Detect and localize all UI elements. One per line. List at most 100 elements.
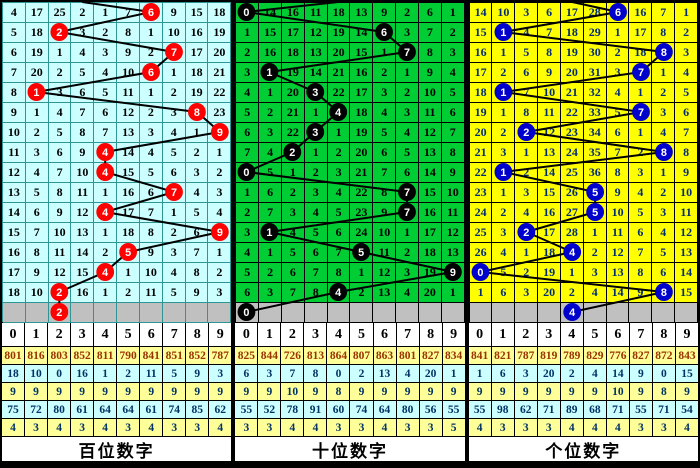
miss-count-grid: 14 16 11 18 13 9 2 6 1 1 15 17 12 19 14 3 7 2 2 16 18 13 20 15 1… xyxy=(235,2,465,323)
grid-cell: 11 xyxy=(538,103,561,123)
grid-cell: 1 xyxy=(208,243,232,263)
grid-cell: 1 xyxy=(259,83,282,103)
pending-row-cell xyxy=(304,303,328,323)
grid-cell: 12 xyxy=(71,203,95,223)
grid-cell: 4 xyxy=(373,103,397,123)
grid-cell: 12 xyxy=(675,223,698,243)
grid-cell: 23 xyxy=(208,103,232,123)
stat-cell-row3: 71 xyxy=(652,401,675,418)
grid-cell: 3 xyxy=(281,203,305,223)
digit-header-cell: 7 xyxy=(396,323,419,346)
grid-cell: 18 xyxy=(185,63,209,83)
grid-cell: 3 xyxy=(606,63,630,83)
grid-cell: 6 xyxy=(281,263,305,283)
stat-cell-row2: 9 xyxy=(537,383,560,400)
grid-cell xyxy=(236,163,260,183)
grid-cell: 19 xyxy=(350,123,374,143)
grid-cell xyxy=(560,243,584,263)
grid-cell: 11 xyxy=(606,223,630,243)
grid-cell: 19 xyxy=(281,63,305,83)
panel-units: 14 10 3 6 17 28 16 7 1 15 4 7 18 29 1 17 8 2 16 1 5 8 19 30 2 18 3… xyxy=(468,2,698,466)
pending-row-cell xyxy=(675,303,698,323)
grid-cell: 4 xyxy=(94,63,118,83)
grid-cell: 2 xyxy=(583,243,607,263)
digit-header-cell: 4 xyxy=(94,323,117,346)
grid-cell: 7 xyxy=(515,83,539,103)
grid-cell: 11 xyxy=(117,83,140,103)
grid-cell: 7 xyxy=(538,23,561,43)
grid-cell xyxy=(629,63,653,83)
grid-cell: 19 xyxy=(327,23,351,43)
grid-cell: 16 xyxy=(117,183,140,203)
grid-cell: 3 xyxy=(208,183,232,203)
grid-cell: 6 xyxy=(327,223,351,243)
grid-cell: 6 xyxy=(304,243,328,263)
grid-cell: 3 xyxy=(652,203,676,223)
grid-cell xyxy=(162,43,186,63)
grid-cell: 6 xyxy=(259,183,282,203)
pending-row-cell xyxy=(629,303,653,323)
stat-cell-row1: 3 xyxy=(209,365,232,382)
grid-cell: 3 xyxy=(208,283,232,303)
grid-cell: 14 xyxy=(3,203,26,223)
digit-header-cell: 6 xyxy=(373,323,396,346)
stat-cell-row4: 3 xyxy=(327,419,350,436)
stat-cell-row2: 9 xyxy=(163,383,186,400)
grid-cell xyxy=(396,43,419,63)
grid-cell: 1 xyxy=(117,263,140,283)
stat-cell-row4: 4 xyxy=(606,419,629,436)
grid-cell: 15 xyxy=(117,163,140,183)
grid-cell: 16 xyxy=(71,283,95,303)
grid-cell: 3 xyxy=(583,263,607,283)
grid-cell: 2 xyxy=(259,263,282,283)
grid-cell xyxy=(259,223,282,243)
grid-cell: 4 xyxy=(327,183,351,203)
grid-cell: 12 xyxy=(117,103,140,123)
grid-cell: 4 xyxy=(304,203,328,223)
grid-cell: 22 xyxy=(560,103,584,123)
grid-cell: 14 xyxy=(350,23,374,43)
grid-cell: 16 xyxy=(3,243,26,263)
grid-cell: 2 xyxy=(350,283,374,303)
panel-title-units: 个位数字 xyxy=(468,437,698,461)
grid-cell: 5 xyxy=(236,103,260,123)
grid-cell: 10 xyxy=(675,183,698,203)
pending-row-cell xyxy=(583,303,607,323)
stat-cell-row3: 74 xyxy=(163,401,186,418)
stat-cell-row1: 2 xyxy=(117,365,140,382)
grid-cell: 8 xyxy=(515,103,539,123)
stat-cell-row1: 20 xyxy=(419,365,442,382)
grid-cell: 5 xyxy=(606,103,630,123)
stat-cell-row2: 9 xyxy=(468,383,491,400)
stat-cell-row3: 64 xyxy=(117,401,140,418)
grid-cell: 9 xyxy=(71,143,95,163)
grid-cell: 18 xyxy=(418,243,442,263)
grid-cell: 8 xyxy=(652,23,676,43)
grid-cell: 7 xyxy=(606,143,630,163)
stat-cell-row1: 3 xyxy=(258,365,281,382)
grid-cell: 3 xyxy=(162,243,186,263)
grid-cell: 6 xyxy=(418,3,442,23)
grid-cell: 5 xyxy=(162,143,186,163)
grid-cell: 15 xyxy=(675,283,698,303)
grid-cell: 2 xyxy=(515,163,539,183)
grid-cell: 7 xyxy=(236,143,260,163)
trend-grid-hundreds: 4 17 25 2 1 7 9 15 18 5 18 3 2 8 1 10 16 19 6 19 1 4 3 9 2 17 20 7 2… xyxy=(2,2,232,323)
grid-cell xyxy=(236,3,260,23)
grid-cell: 19 xyxy=(208,23,232,43)
grid-cell: 9 xyxy=(162,3,186,23)
grid-cell: 5 xyxy=(185,203,209,223)
stat-cell-row1: 8 xyxy=(304,365,327,382)
stat-cell-row4: 4 xyxy=(560,419,583,436)
stat-cell-row4: 3 xyxy=(258,419,281,436)
grid-cell xyxy=(515,123,539,143)
trend-grid-tens: 14 16 11 18 13 9 2 6 1 1 15 17 12 19 14 3 7 2 2 16 18 13 20 15 1… xyxy=(235,2,465,323)
stat-cell-row1: 7 xyxy=(281,365,304,382)
grid-cell: 18 xyxy=(327,3,351,23)
grid-cell: 2 xyxy=(259,103,282,123)
grid-cell: 6 xyxy=(236,283,260,303)
grid-cell: 15 xyxy=(538,183,561,203)
grid-cell: 16 xyxy=(185,23,209,43)
grid-cell: 9 xyxy=(606,183,630,203)
stat-cell-row2: 9 xyxy=(25,383,48,400)
